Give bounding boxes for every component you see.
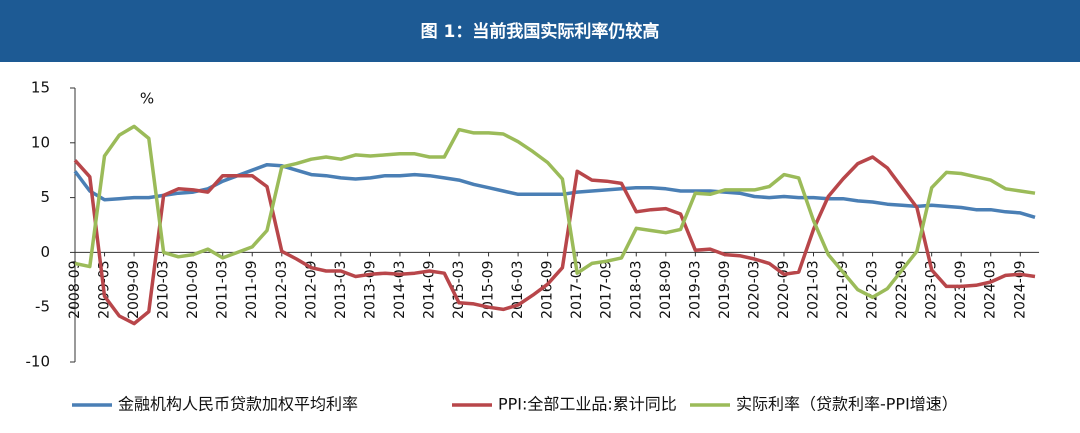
x-tick-label: 2024-09 xyxy=(1012,260,1028,319)
x-tick-label: 2013-09 xyxy=(362,260,378,319)
x-tick-label: 2012-03 xyxy=(274,260,290,319)
x-tick-label: 2016-09 xyxy=(540,260,556,319)
x-tick-label: 2018-09 xyxy=(658,260,674,319)
series-line xyxy=(73,155,1036,326)
x-tick-label: 2017-03 xyxy=(569,260,585,319)
x-tick-label: 2015-09 xyxy=(481,260,497,319)
x-tick-label: 2010-03 xyxy=(156,260,172,319)
x-tick-label: 2011-09 xyxy=(244,260,260,319)
x-tick-label: 2014-09 xyxy=(421,260,437,319)
legend-label: PPI:全部工业品:累计同比 xyxy=(498,395,677,414)
title-bar xyxy=(0,0,1080,62)
x-tick-label: 2014-03 xyxy=(392,260,408,319)
x-tick-label: 2018-03 xyxy=(628,260,644,319)
y-tick-label: -5 xyxy=(35,298,50,316)
x-tick-label: 2019-09 xyxy=(717,260,733,319)
y-tick-label: 15 xyxy=(31,79,50,97)
x-tick-label: 2021-09 xyxy=(835,260,851,319)
x-tick-label: 2016-03 xyxy=(510,260,526,319)
legend-label: 金融机构人民币贷款加权平均利率 xyxy=(118,395,358,414)
y-axis-label: % xyxy=(140,90,154,108)
x-tick-label: 2020-03 xyxy=(746,260,762,319)
x-tick-label: 2017-09 xyxy=(599,260,615,319)
x-tick-label: 2023-09 xyxy=(953,260,969,319)
x-tick-label: 2019-03 xyxy=(687,260,703,319)
x-tick-label: 2013-03 xyxy=(333,260,349,319)
x-tick-label: 2010-09 xyxy=(185,260,201,319)
x-tick-label: 2022-03 xyxy=(865,260,881,319)
y-tick-label: 10 xyxy=(31,133,50,151)
x-tick-label: 2012-09 xyxy=(303,260,319,319)
legend-label: 实际利率（贷款利率-PPI增速） xyxy=(736,395,958,414)
series-line xyxy=(74,124,1036,300)
y-tick-label: -10 xyxy=(26,353,51,371)
chart-title: 图 1：当前我国实际利率仍较高 xyxy=(421,21,660,42)
x-tick-label: 2009-09 xyxy=(126,260,142,319)
x-tick-label: 2021-03 xyxy=(806,260,822,319)
x-tick-label: 2008-09 xyxy=(67,260,83,319)
x-tick-label: 2024-03 xyxy=(983,260,999,319)
x-tick-label: 2011-03 xyxy=(215,260,231,319)
y-tick-label: 5 xyxy=(40,188,50,206)
y-tick-label: 0 xyxy=(40,243,50,261)
